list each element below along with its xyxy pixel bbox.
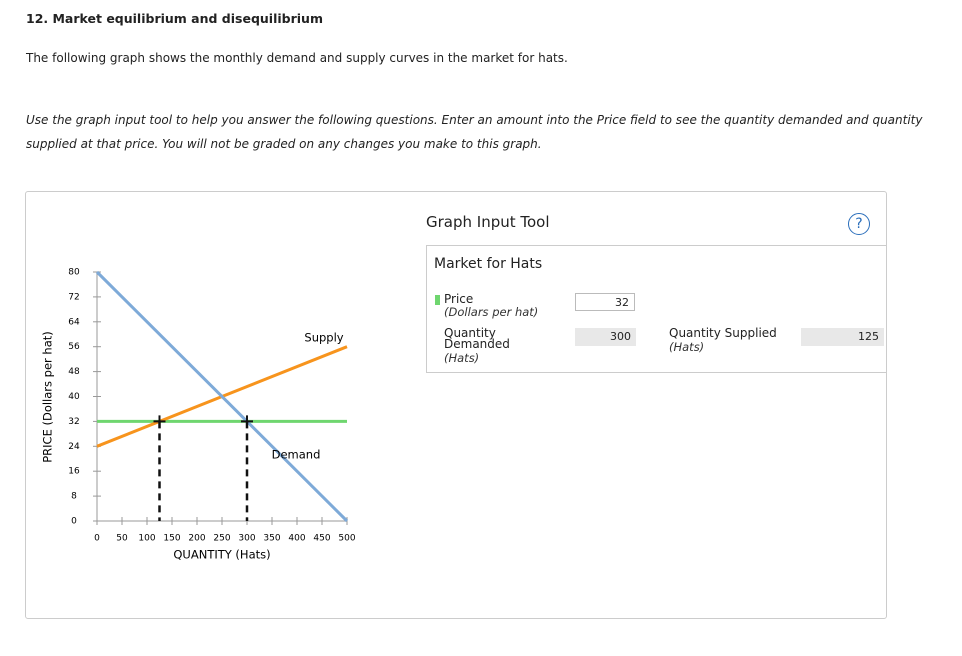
chart: PRICE (Dollars per hat) QUANTITY (Hats) … bbox=[41, 268, 356, 562]
tool-title: Graph Input Tool bbox=[426, 213, 550, 231]
y-tick-label: 16 bbox=[68, 467, 80, 477]
tool-panel bbox=[426, 246, 887, 373]
y-axis-title: PRICE (Dollars per hat) bbox=[41, 331, 55, 463]
y-tick-label: 24 bbox=[68, 442, 80, 452]
y-tick-label: 40 bbox=[68, 392, 80, 402]
y-tick-label: 64 bbox=[68, 317, 80, 327]
help-button[interactable]: ? bbox=[848, 213, 870, 235]
qs-unit: (Hats) bbox=[669, 340, 705, 354]
y-tick-label: 48 bbox=[68, 367, 80, 377]
intersection-marker bbox=[241, 415, 253, 428]
intersection-marker bbox=[153, 415, 166, 428]
qd-label: Quantity Demanded bbox=[444, 326, 510, 351]
y-tick-label: 80 bbox=[68, 268, 80, 278]
y-tick-label: 72 bbox=[68, 292, 79, 302]
curve bbox=[95, 270, 349, 523]
panel-title: Market for Hats bbox=[434, 256, 543, 272]
qd-output: 300 bbox=[575, 328, 636, 346]
price-swatch bbox=[435, 295, 440, 305]
price-input[interactable]: 32 bbox=[575, 293, 635, 311]
x-tick-label: 500 bbox=[338, 534, 355, 544]
y-tick-label: 0 bbox=[71, 517, 77, 527]
qs-label: Quantity Supplied bbox=[669, 326, 777, 340]
price-label: Price bbox=[444, 292, 474, 306]
x-tick-label: 0 bbox=[94, 534, 100, 544]
divider bbox=[426, 245, 886, 246]
x-tick-label: 200 bbox=[188, 534, 205, 544]
curve-label: Supply bbox=[304, 331, 343, 345]
x-tick-label: 100 bbox=[138, 534, 155, 544]
qs-output: 125 bbox=[801, 328, 884, 346]
price-unit: (Dollars per hat) bbox=[444, 305, 539, 319]
y-tick-label: 32 bbox=[68, 417, 79, 427]
x-axis-title: QUANTITY (Hats) bbox=[173, 548, 270, 562]
question-title: 12. Market equilibrium and disequilibriu… bbox=[26, 11, 323, 26]
x-tick-label: 450 bbox=[313, 534, 330, 544]
y-tick-label: 56 bbox=[68, 342, 80, 352]
x-tick-label: 400 bbox=[288, 534, 305, 544]
intro-text: The following graph shows the monthly de… bbox=[26, 51, 568, 65]
qd-unit: (Hats) bbox=[444, 351, 480, 365]
graph-container bbox=[25, 191, 887, 619]
x-tick-label: 150 bbox=[163, 534, 180, 544]
instructions: Use the graph input tool to help you ans… bbox=[26, 113, 923, 151]
x-tick-label: 350 bbox=[263, 534, 280, 544]
x-tick-label: 300 bbox=[238, 534, 255, 544]
y-tick-label: 8 bbox=[71, 492, 77, 502]
curve-label: Demand bbox=[272, 448, 321, 462]
x-tick-label: 50 bbox=[116, 534, 128, 544]
x-tick-label: 250 bbox=[213, 534, 230, 544]
